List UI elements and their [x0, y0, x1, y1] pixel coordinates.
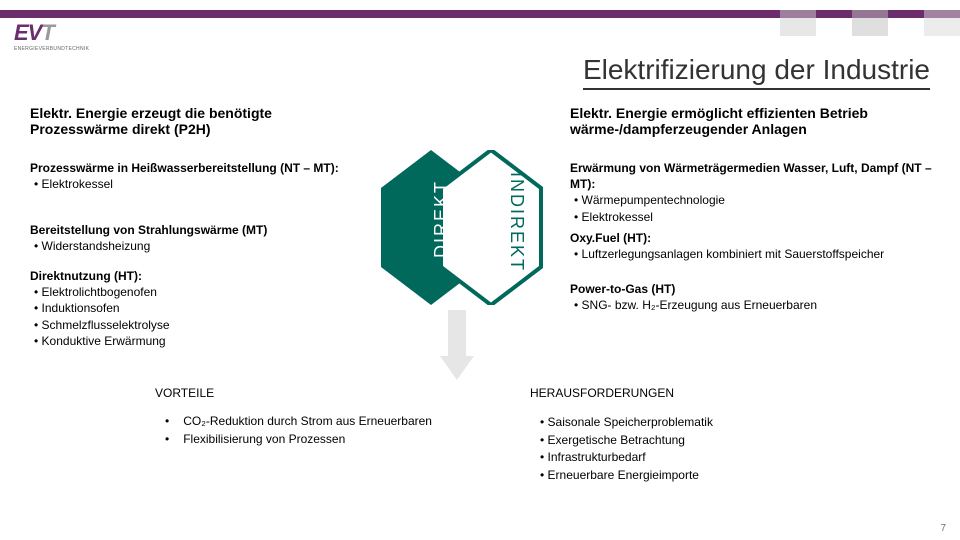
left-heading: Elektr. Energie erzeugt die benötigte Pr…: [30, 105, 340, 137]
right-heading: Elektr. Energie ermöglicht effizienten B…: [570, 105, 950, 137]
arrow-down-icon: [440, 310, 474, 380]
right-block-1: Erwärmung von Wärmeträgermedien Wasser, …: [570, 160, 950, 225]
vorteile-box: VORTEILE CO₂-Reduktion durch Strom aus E…: [155, 385, 465, 450]
right-block-3: Power-to-Gas (HT) SNG- bzw. H₂-Erzeugung…: [570, 281, 950, 313]
hex-diagram: DIREKT INDIREKT: [376, 150, 536, 305]
left-block-2: Bereitstellung von Strahlungswärme (MT) …: [30, 222, 350, 254]
right-block-2: Oxy.Fuel (HT): Luftzerlegungsanlagen kom…: [570, 230, 950, 262]
hex-indirekt: [436, 150, 546, 305]
label-direkt: DIREKT: [431, 180, 452, 258]
left-block-1: Prozesswärme in Heißwasserbereitstellung…: [30, 160, 350, 192]
top-bar: [0, 0, 960, 18]
page-title: Elektrifizierung der Industrie: [583, 54, 930, 90]
left-block-3: Direktnutzung (HT): Elektrolichtbogenofe…: [30, 268, 350, 349]
page-number: 7: [940, 523, 946, 534]
logo: EVT ENERGIEVERBUNDTECHNIK: [14, 20, 89, 52]
label-indirekt: INDIREKT: [506, 172, 527, 272]
herausforderungen-box: HERAUSFORDERUNGEN Saisonale Speicherprob…: [530, 385, 930, 484]
